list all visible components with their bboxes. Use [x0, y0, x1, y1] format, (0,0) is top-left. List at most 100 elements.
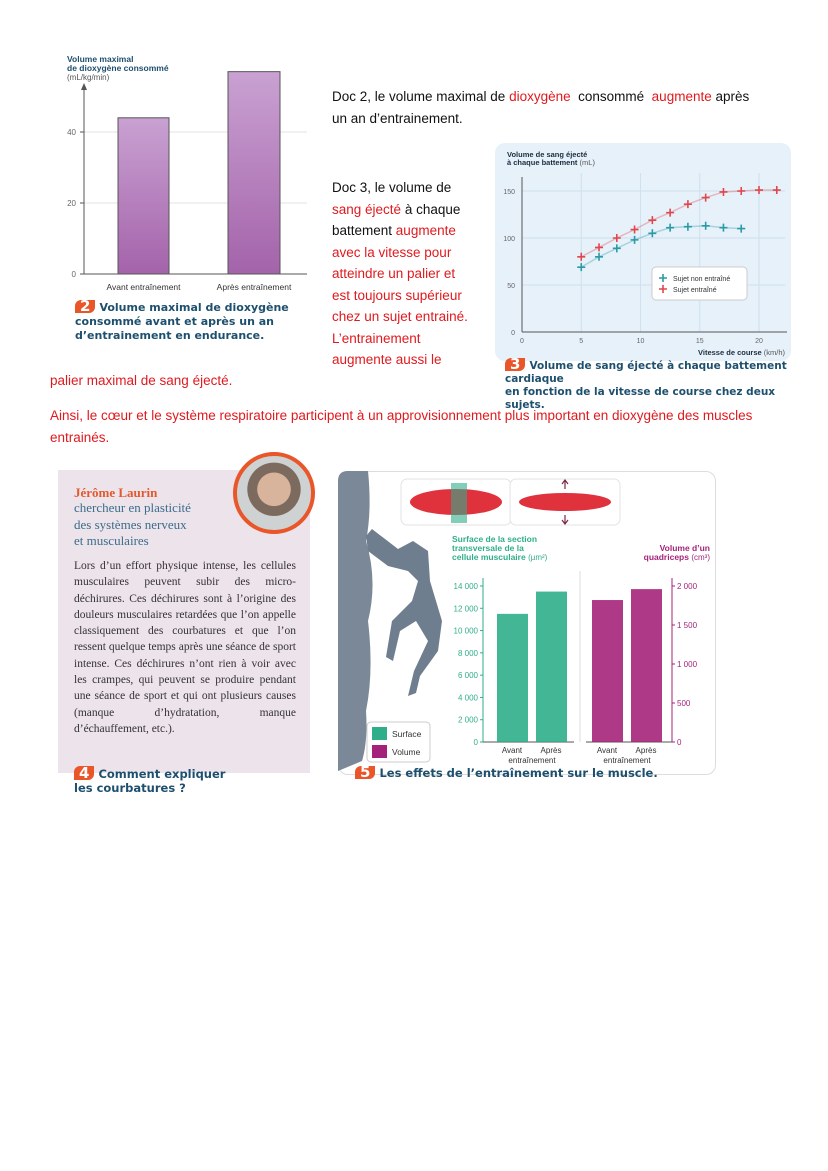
- data-point: [772, 186, 781, 195]
- data-point: [612, 244, 621, 253]
- legend-label: Sujet entraîné: [673, 287, 717, 294]
- comment-segment: avec la vitesse pour: [332, 244, 452, 260]
- comment-segment: à chaque: [401, 201, 461, 217]
- y-axis-title: Volume maximal: [67, 54, 133, 64]
- data-point: [719, 223, 728, 232]
- right-tick-label: 2 000: [677, 582, 698, 591]
- y-tick-label: 0: [511, 330, 515, 337]
- y-axis-unit: (mL/kg/min): [67, 73, 110, 82]
- data-point: [577, 252, 586, 261]
- doc2-badge: 2: [75, 299, 96, 314]
- data-point: [595, 243, 604, 252]
- researcher-name: Jérôme Laurin: [74, 485, 158, 500]
- x-tick-label: 15: [696, 338, 704, 345]
- comment-segment: augmente aussi le: [332, 352, 442, 367]
- y-tick-label: 150: [503, 189, 515, 196]
- y-tick-label: 100: [503, 236, 515, 243]
- legend-marker: [659, 285, 667, 293]
- cross-section-plane-icon: [451, 483, 467, 523]
- data-point: [612, 234, 621, 242]
- data-point: [648, 229, 657, 238]
- x-tick-label: 0: [520, 338, 524, 345]
- x-tick-label: Après entraînement: [217, 282, 292, 292]
- data-point: [666, 223, 675, 232]
- researcher-role: chercheur en plasticité des systèmes nerv…: [74, 500, 191, 548]
- comment-segment: atteindre un palier et: [332, 266, 456, 281]
- muscle-icon: [519, 493, 611, 511]
- conclusion-text: Ainsi, le cœur et le système respiratoir…: [50, 408, 753, 445]
- data-point: [737, 187, 746, 195]
- doc3-badge: 3: [505, 357, 526, 372]
- right-axis-unit: (cm³): [691, 553, 710, 562]
- comment-segment: battement: [332, 223, 396, 238]
- x-axis-title-line: Vitesse de course (km/h): [698, 348, 785, 357]
- bar: [117, 117, 170, 275]
- left-tick-label: 6 000: [458, 671, 479, 680]
- left-axis-title: transversale de la: [452, 543, 524, 553]
- doc3-comment-line: est toujours supérieur: [332, 285, 492, 307]
- doc3-comment-line: avec la vitesse pour: [332, 242, 492, 264]
- legend-label: Volume: [392, 747, 421, 757]
- legend-box: [651, 266, 748, 301]
- series-line: [580, 225, 742, 268]
- left-tick-label: 14 000: [454, 582, 479, 591]
- comment-segment: sang éjecté: [332, 201, 402, 217]
- y-axis-title: Volume de sang éjecté: [507, 150, 587, 159]
- y-axis-unit: (mL): [580, 158, 596, 167]
- left-tick-label: 8 000: [458, 649, 479, 658]
- left-tick-label: 4 000: [458, 693, 479, 702]
- right-tick-label: 500: [677, 699, 691, 708]
- data-point: [630, 235, 639, 244]
- y-tick-label: 20: [67, 199, 76, 208]
- left-tick-label: 12 000: [454, 604, 479, 613]
- doc3-comment-line: Doc 3, le volume de: [332, 177, 492, 199]
- x-tick-label: Après: [636, 746, 657, 755]
- left-tick-label: 0: [474, 738, 479, 747]
- right-tick-label: 1 500: [677, 621, 698, 630]
- data-point: [683, 200, 692, 209]
- comment-segment: chez un sujet entrainé.: [332, 309, 468, 324]
- series-line: [580, 189, 777, 258]
- doc3-comment-line: augmente aussi le: [332, 349, 492, 371]
- left-tick-label: 10 000: [454, 627, 479, 636]
- doc3-comment: Doc 3, le volume de sang éjecté à chaque b…: [332, 177, 492, 371]
- x-tick-label: 20: [755, 338, 763, 345]
- doc3-chart-panel: [495, 143, 791, 361]
- y-axis-title: de dioxygène consommé: [67, 63, 169, 73]
- comment-segment: augmente: [395, 223, 456, 238]
- doc5-caption: 5 Les effets de l’entraînement sur le mus…: [355, 765, 658, 780]
- doc5-badge: 5: [355, 765, 376, 780]
- x-tick-label: Avant entraînement: [106, 282, 181, 292]
- doc3-comment-line: chez un sujet entrainé.: [332, 306, 492, 328]
- x-tick-label: 5: [579, 338, 583, 345]
- y-tick-label: 0: [72, 270, 77, 279]
- y-tick-label: 50: [507, 283, 515, 290]
- right-axis-title-line: quadriceps (cm³): [644, 552, 711, 562]
- climber-silhouette: [366, 529, 442, 696]
- data-point: [719, 187, 728, 196]
- data-point: [755, 186, 763, 195]
- x-tick-label: Avant: [502, 746, 523, 755]
- data-point: [737, 224, 746, 233]
- x-tick-label: Après: [541, 746, 562, 755]
- legend-swatch: [372, 727, 387, 740]
- bar: [497, 613, 528, 742]
- left-axis-unit: (µm²): [528, 553, 548, 562]
- data-point: [683, 222, 692, 231]
- bar: [227, 71, 281, 275]
- left-axis-title: Surface de la section: [452, 534, 537, 544]
- left-axis-title-line: cellule musculaire (µm²): [452, 552, 548, 562]
- y-axis-arrow: [81, 83, 87, 90]
- left-axis-title: cellule musculaire: [452, 552, 528, 562]
- doc4-caption: 4 Comment expliquer les courbatures ?: [74, 764, 226, 795]
- data-point: [577, 263, 586, 272]
- expand-arrows-icon: [561, 479, 569, 525]
- y-axis-title-line: à chaque battement (mL): [507, 158, 595, 167]
- doc2-caption: 2 Volume maximal de dioxygène consommé av…: [75, 297, 289, 342]
- comment-segment: Doc 3, le volume de: [332, 180, 452, 195]
- doc3-comment-line: L’entrainement: [332, 328, 492, 350]
- right-axis-title: quadriceps: [644, 552, 692, 562]
